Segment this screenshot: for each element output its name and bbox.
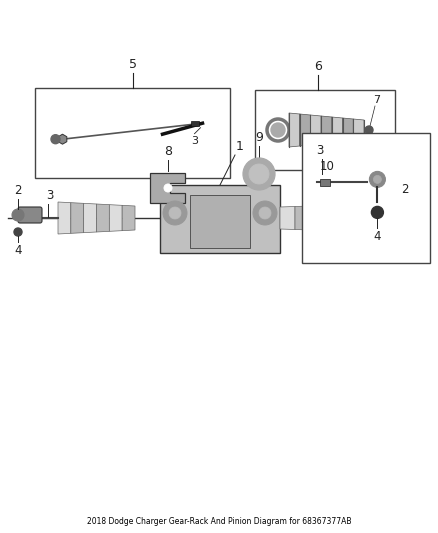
Polygon shape bbox=[355, 204, 370, 232]
Circle shape bbox=[12, 209, 24, 221]
Text: 7: 7 bbox=[374, 95, 381, 105]
Polygon shape bbox=[325, 205, 340, 231]
Circle shape bbox=[249, 164, 269, 184]
Circle shape bbox=[365, 126, 373, 134]
Polygon shape bbox=[58, 134, 67, 144]
Circle shape bbox=[322, 198, 332, 208]
Circle shape bbox=[51, 135, 60, 144]
Bar bbox=[255, 90, 395, 170]
Bar bbox=[190, 195, 250, 248]
Polygon shape bbox=[150, 173, 185, 203]
Circle shape bbox=[14, 228, 22, 236]
Text: 6: 6 bbox=[314, 60, 322, 73]
Text: 9: 9 bbox=[255, 131, 263, 144]
Polygon shape bbox=[305, 188, 345, 233]
Polygon shape bbox=[289, 113, 300, 147]
Circle shape bbox=[271, 123, 285, 137]
Text: 4: 4 bbox=[14, 244, 22, 257]
Polygon shape bbox=[332, 117, 343, 143]
Polygon shape bbox=[122, 205, 135, 231]
Polygon shape bbox=[353, 119, 364, 141]
Circle shape bbox=[259, 207, 271, 219]
Text: 2: 2 bbox=[401, 183, 409, 196]
Text: 2: 2 bbox=[14, 184, 22, 197]
Polygon shape bbox=[340, 205, 355, 231]
Polygon shape bbox=[71, 203, 84, 233]
Polygon shape bbox=[321, 116, 332, 144]
Polygon shape bbox=[295, 206, 310, 230]
Text: 3: 3 bbox=[191, 136, 198, 146]
Text: 3: 3 bbox=[46, 189, 54, 202]
Polygon shape bbox=[84, 203, 96, 233]
Circle shape bbox=[243, 158, 275, 190]
Polygon shape bbox=[300, 114, 311, 146]
Text: 3: 3 bbox=[316, 144, 324, 157]
Bar bbox=[160, 185, 280, 253]
Text: 5: 5 bbox=[128, 58, 137, 71]
Circle shape bbox=[163, 201, 187, 225]
Circle shape bbox=[374, 175, 381, 183]
Bar bbox=[35, 88, 230, 178]
Bar bbox=[320, 179, 330, 186]
Circle shape bbox=[253, 201, 277, 225]
Polygon shape bbox=[311, 115, 321, 145]
FancyBboxPatch shape bbox=[18, 207, 42, 223]
Circle shape bbox=[169, 207, 181, 219]
Text: 2018 Dodge Charger Gear-Rack And Pinion Diagram for 68367377AB: 2018 Dodge Charger Gear-Rack And Pinion … bbox=[87, 516, 351, 526]
Bar bbox=[302, 133, 430, 263]
Circle shape bbox=[164, 184, 172, 192]
Text: 10: 10 bbox=[320, 160, 335, 173]
Polygon shape bbox=[343, 118, 353, 142]
Circle shape bbox=[371, 206, 383, 219]
Bar bbox=[191, 120, 198, 126]
Polygon shape bbox=[110, 205, 122, 231]
Polygon shape bbox=[58, 202, 71, 234]
Text: 4: 4 bbox=[374, 230, 381, 244]
Polygon shape bbox=[96, 204, 110, 232]
Circle shape bbox=[369, 172, 385, 188]
Text: 1: 1 bbox=[236, 140, 244, 153]
Polygon shape bbox=[280, 206, 295, 230]
Text: 8: 8 bbox=[164, 145, 172, 158]
Polygon shape bbox=[310, 206, 325, 230]
